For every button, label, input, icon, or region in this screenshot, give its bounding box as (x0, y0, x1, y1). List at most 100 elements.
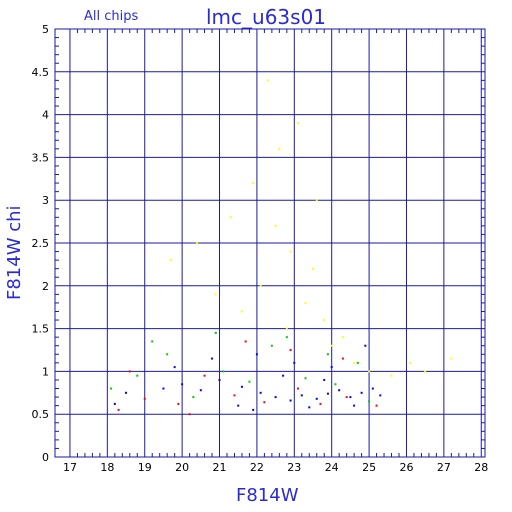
data-point (278, 147, 281, 150)
data-point (128, 370, 131, 373)
data-point (330, 366, 333, 369)
data-point (356, 361, 359, 364)
data-point (390, 374, 393, 377)
data-point (151, 340, 154, 343)
data-point (162, 387, 165, 390)
data-point (450, 357, 453, 360)
data-point (113, 402, 116, 405)
y-tick-label: 2 (42, 280, 49, 293)
data-point (136, 374, 139, 377)
data-point (244, 340, 247, 343)
data-point (326, 392, 329, 395)
data-point (274, 224, 277, 227)
data-point (211, 357, 214, 360)
data-point (199, 389, 202, 392)
data-point (315, 199, 318, 202)
data-point (315, 397, 318, 400)
data-point (409, 361, 412, 364)
data-point (345, 396, 348, 399)
data-point (293, 361, 296, 364)
data-point (319, 402, 322, 405)
data-point (237, 404, 240, 407)
data-point (166, 353, 169, 356)
data-point (196, 242, 199, 244)
data-point (349, 396, 352, 399)
data-point (330, 344, 333, 347)
data-point (240, 385, 243, 388)
data-point (282, 374, 285, 377)
y-tick-label: 1 (42, 365, 49, 378)
data-point (424, 370, 427, 373)
y-tick-label: 4 (42, 109, 49, 122)
chart-title: lmc_u63s01 (206, 5, 326, 29)
data-point (308, 406, 311, 409)
data-point (379, 394, 382, 397)
data-point (334, 383, 337, 386)
data-point (297, 122, 300, 125)
data-point (360, 391, 363, 394)
data-point (326, 353, 329, 356)
data-point (368, 370, 371, 373)
data-points (110, 79, 453, 416)
data-point (304, 301, 307, 304)
data-point (203, 374, 206, 377)
data-point (255, 353, 258, 356)
y-tick-label: 0.5 (32, 408, 50, 421)
x-tick-label: 25 (362, 461, 376, 474)
data-point (252, 408, 255, 411)
data-point (188, 413, 191, 416)
x-tick-label: 27 (437, 461, 451, 474)
data-point (214, 293, 217, 296)
data-point (169, 259, 172, 262)
data-point (341, 357, 344, 360)
data-point (368, 400, 371, 403)
data-point (297, 387, 300, 390)
data-point (300, 394, 303, 397)
data-point (304, 377, 307, 380)
data-point (341, 336, 344, 339)
plot-frame (54, 28, 486, 458)
data-point (371, 387, 374, 390)
y-tick-label: 2.5 (32, 237, 50, 250)
y-tick-label: 0 (42, 451, 49, 464)
data-point (233, 394, 236, 397)
x-tick-label: 26 (399, 461, 413, 474)
data-point (240, 310, 243, 313)
y-tick-label: 4.5 (32, 66, 50, 79)
data-point (214, 331, 217, 334)
data-point (143, 397, 146, 400)
data-point (312, 267, 314, 270)
y-tick-label: 1.5 (32, 323, 50, 336)
y-tick-label: 3 (42, 194, 49, 207)
data-point (222, 370, 225, 373)
data-point (259, 284, 262, 287)
data-point (192, 396, 195, 399)
data-point (218, 378, 221, 381)
x-tick-label: 18 (100, 461, 114, 474)
x-tick-label: 19 (138, 461, 152, 474)
y-tick-label: 5 (42, 23, 49, 36)
data-point (252, 182, 255, 185)
data-point (364, 344, 367, 347)
data-point (267, 79, 270, 82)
data-point (274, 396, 277, 399)
y-tick-label: 3.5 (32, 151, 50, 164)
data-point (323, 378, 326, 381)
data-point (353, 404, 356, 407)
data-point (248, 380, 251, 383)
x-axis-label: F814W (236, 485, 299, 506)
x-tick-label: 20 (175, 461, 189, 474)
data-point (323, 319, 326, 322)
y-ticks: 0 0.5 1 1.5 2 2.5 3 3.5 4 4.5 5 (32, 23, 50, 464)
data-point (338, 389, 341, 392)
data-point (181, 383, 184, 386)
x-tick-label: 28 (474, 461, 488, 474)
x-ticks: 17 18 19 20 21 22 23 24 25 26 27 28 (63, 461, 488, 474)
x-tick-label: 17 (63, 461, 77, 474)
data-point (177, 402, 180, 405)
data-point (289, 399, 292, 402)
x-tick-label: 23 (287, 461, 301, 474)
x-tick-label: 24 (325, 461, 339, 474)
data-point (353, 361, 356, 364)
